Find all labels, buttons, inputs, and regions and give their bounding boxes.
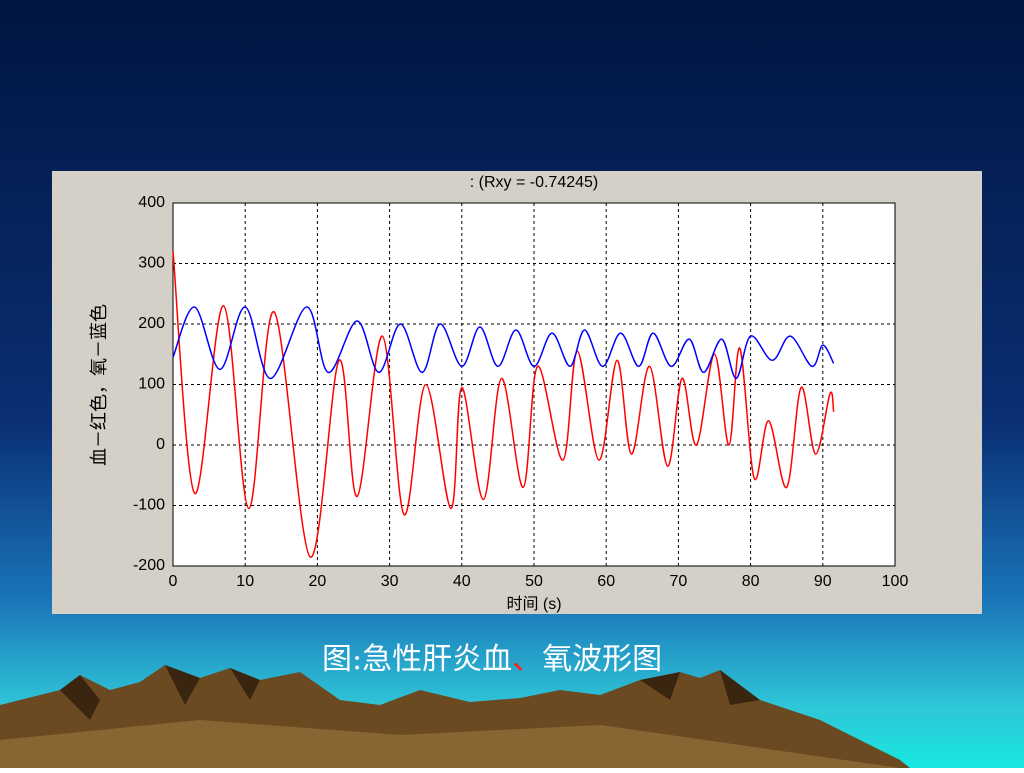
y-tick-label: 400 <box>138 194 165 211</box>
y-tick-label: 0 <box>156 436 165 453</box>
foothills <box>0 720 900 768</box>
y-tick-label: 200 <box>138 315 165 332</box>
x-tick-label: 70 <box>670 573 688 590</box>
line-series <box>172 251 835 558</box>
caption-part: 图:急性肝炎血 <box>322 642 512 677</box>
x-tick-label: 80 <box>742 573 760 590</box>
x-tick-label: 20 <box>309 573 327 590</box>
x-tick-label: 90 <box>814 573 832 590</box>
line-series <box>172 306 835 380</box>
x-tick-label: 50 <box>525 573 543 590</box>
caption-part: 氧波形图 <box>542 642 662 677</box>
chart-title: : (Rxy = -0.74245) <box>470 174 599 191</box>
y-tick-label: -200 <box>133 557 165 574</box>
caption: 图:急性肝炎血、氧波形图 <box>322 642 662 677</box>
x-tick-label: 100 <box>882 573 909 590</box>
x-tick-label: 40 <box>453 573 471 590</box>
x-tick-label: 30 <box>381 573 399 590</box>
x-tick-label: 10 <box>236 573 254 590</box>
x-tick-label: 60 <box>597 573 615 590</box>
y-tick-label: -100 <box>133 497 165 514</box>
chart: : (Rxy = -0.74245) 时间 (s) 血－红色，氧－蓝色 -200… <box>52 171 982 614</box>
caption-part: 、 <box>512 642 542 677</box>
y-tick-label: 300 <box>138 255 165 272</box>
x-tick-label: 0 <box>169 573 178 590</box>
y-tick-label: 100 <box>138 376 165 393</box>
x-axis-label: 时间 (s) <box>506 595 561 613</box>
y-axis-label: 血－红色，氧－蓝色 <box>89 304 109 466</box>
